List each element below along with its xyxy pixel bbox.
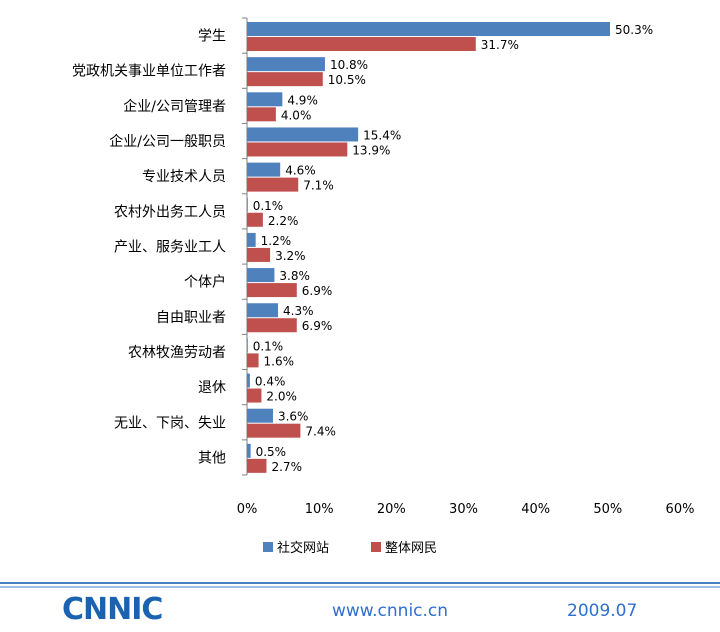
data-label: 15.4%: [363, 128, 401, 142]
cnnic-logo: CNNIC: [62, 592, 163, 627]
data-label: 4.0%: [281, 108, 312, 122]
data-label: 1.2%: [261, 234, 292, 248]
bar-overall: [247, 423, 301, 438]
data-label: 31.7%: [481, 38, 519, 52]
data-label: 6.9%: [302, 319, 333, 333]
data-label: 3.8%: [279, 269, 310, 283]
bar-overall: [247, 72, 323, 87]
bar-social: [247, 127, 359, 142]
bar-overall: [247, 388, 262, 403]
data-label: 7.1%: [303, 179, 334, 193]
bar-social: [247, 57, 325, 72]
bar-overall: [247, 177, 299, 192]
bar-social: [247, 268, 275, 283]
x-tick-label: 60%: [666, 502, 695, 517]
footer-divider-top: [0, 582, 720, 584]
category-label: 退休: [198, 380, 226, 396]
data-label: 13.9%: [352, 143, 390, 157]
category-label: 自由职业者: [156, 310, 226, 326]
category-label: 个体户: [184, 274, 226, 291]
bar-social: [247, 232, 256, 247]
bar-overall: [247, 458, 267, 473]
bar-overall: [247, 37, 476, 51]
data-label: 4.3%: [283, 304, 314, 318]
data-label: 1.6%: [264, 354, 295, 368]
footer-date: 2009.07: [567, 601, 638, 621]
bar-overall: [247, 142, 348, 157]
legend-label: 社交网站: [277, 540, 329, 556]
category-label: 企业/公司一般职员: [109, 133, 226, 150]
data-label: 2.2%: [268, 214, 299, 228]
data-label: 10.8%: [330, 58, 368, 72]
category-label: 其他: [198, 450, 226, 466]
category-label: 产业、服务业工人: [114, 240, 226, 256]
data-label: 10.5%: [328, 73, 366, 87]
bar-social: [247, 197, 248, 212]
bar-social: [247, 443, 251, 458]
category-label: 农村外出务工人员: [114, 204, 226, 220]
bar-social: [247, 338, 248, 353]
data-label: 0.1%: [253, 199, 284, 213]
data-label: 3.6%: [278, 410, 309, 424]
data-label: 0.1%: [253, 339, 284, 353]
bar-overall: [247, 353, 259, 368]
data-label: 0.5%: [256, 445, 287, 459]
x-tick-label: 30%: [449, 502, 478, 517]
bar-social: [247, 408, 273, 423]
category-label: 无业、下岗、失业: [114, 415, 226, 431]
bar-overall: [247, 318, 297, 333]
x-tick-label: 20%: [377, 502, 406, 517]
x-tick-label: 10%: [305, 502, 334, 517]
footer-divider-bottom: [0, 586, 720, 588]
data-label: 7.4%: [305, 425, 336, 439]
bar-social: [247, 303, 279, 318]
x-tick-label: 50%: [593, 502, 622, 517]
bar-social: [247, 92, 283, 107]
bar-social: [247, 162, 281, 177]
data-label: 3.2%: [275, 249, 306, 263]
bar-social: [247, 373, 250, 388]
category-label: 企业/公司管理者: [123, 98, 226, 115]
data-label: 2.7%: [271, 460, 302, 474]
data-label: 4.6%: [285, 164, 316, 178]
legend-label: 整体网民: [385, 541, 437, 556]
legend-swatch: [263, 542, 273, 552]
bar-overall: [247, 107, 276, 122]
x-tick-label: 40%: [521, 502, 550, 517]
data-label: 50.3%: [615, 23, 653, 37]
category-label: 学生: [198, 29, 226, 45]
footer-url[interactable]: www.cnnic.cn: [332, 601, 449, 621]
data-label: 2.0%: [266, 390, 297, 404]
data-label: 6.9%: [302, 284, 333, 298]
category-label: 农林牧渔劳动者: [128, 345, 226, 361]
bar-social: [247, 22, 610, 36]
bar-overall: [247, 247, 271, 262]
bar-overall: [247, 212, 263, 227]
data-label: 4.9%: [287, 93, 318, 107]
category-label: 专业技术人员: [142, 169, 226, 185]
legend-swatch: [371, 542, 381, 552]
x-tick-label: 0%: [237, 502, 258, 517]
category-label: 党政机关事业单位工作者: [72, 64, 226, 80]
data-label: 0.4%: [255, 375, 285, 389]
bar-overall: [247, 283, 297, 298]
